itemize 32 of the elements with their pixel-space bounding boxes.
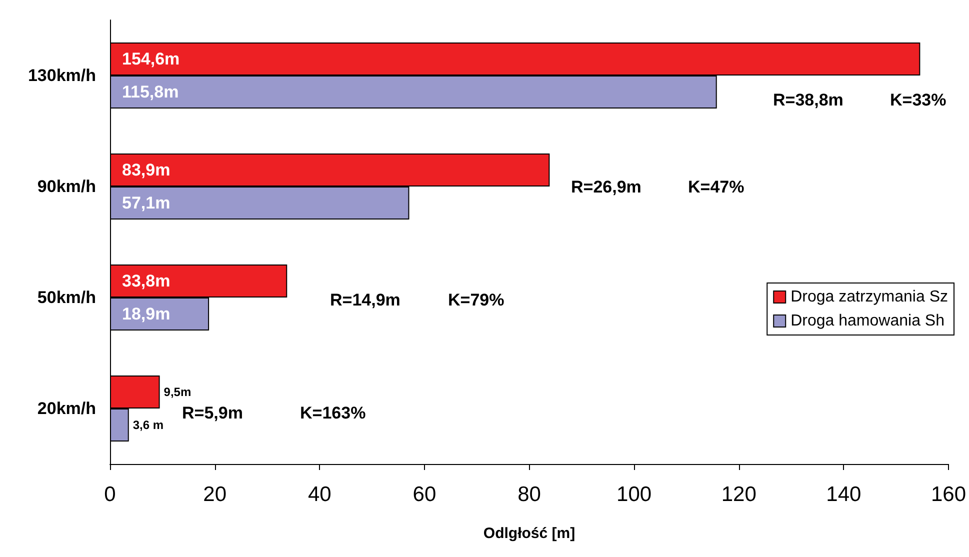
x-tick-label: 80 — [518, 483, 541, 506]
x-tick-label: 60 — [412, 483, 436, 506]
x-tick-label: 160 — [930, 483, 966, 506]
x-axis-title: Odlgłość [m] — [483, 525, 576, 542]
legend-label: Droga hamowania Sh — [790, 312, 944, 330]
data-label: 154,6m — [122, 50, 180, 68]
data-label: 18,9m — [122, 304, 170, 324]
data-label: 3,6 m — [132, 418, 164, 432]
data-label: 83,9m — [122, 160, 170, 180]
x-tick-label: 100 — [616, 483, 652, 506]
data-label: 9,5m — [164, 385, 192, 399]
annotation: K=163% — [300, 404, 366, 422]
data-label: 57,1m — [122, 194, 170, 212]
x-tick-label: 120 — [721, 483, 756, 506]
x-tick-label: 20 — [203, 483, 226, 506]
y-tick-label: 130km/h — [28, 66, 96, 85]
y-tick-label: 20km/h — [37, 399, 96, 418]
annotation: K=33% — [890, 90, 946, 110]
annotation: R=26,9m — [571, 178, 642, 196]
x-tick-label: 140 — [826, 483, 862, 506]
annotation: R=5,9m — [182, 404, 243, 422]
annotation: K=47% — [688, 178, 744, 196]
data-label: 33,8m — [122, 272, 170, 290]
data-label: 115,8m — [122, 82, 179, 102]
y-tick-label: 90km/h — [37, 177, 96, 196]
x-tick-label: 40 — [308, 483, 332, 506]
legend-label: Droga zatrzymania Sz — [790, 288, 948, 306]
annotation: R=38,8m — [773, 90, 844, 110]
y-tick-label: 50km/h — [37, 288, 96, 307]
annotation: R=14,9m — [330, 290, 400, 310]
annotation: K=79% — [448, 290, 504, 310]
x-tick-label: 0 — [104, 483, 116, 506]
